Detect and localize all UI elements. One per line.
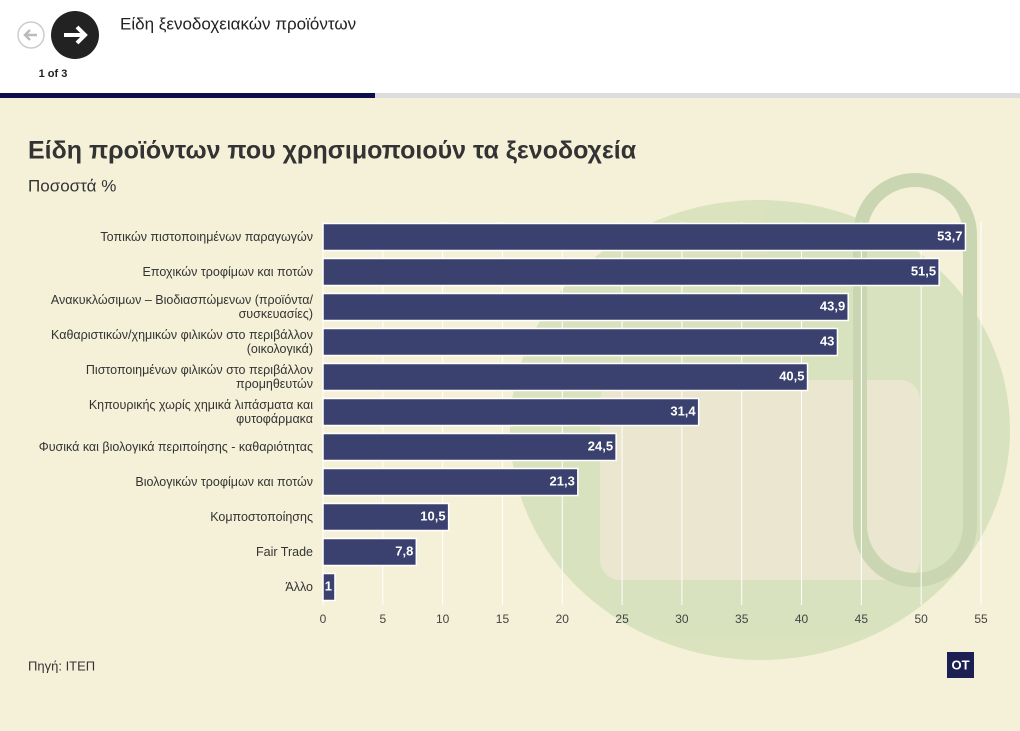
prev-button[interactable]	[17, 21, 45, 49]
value-label: 1	[325, 578, 332, 593]
bar	[322, 292, 849, 322]
bar	[322, 222, 967, 252]
x-tick-label: 30	[675, 612, 689, 626]
category-label: Κομποστοποίησης	[210, 510, 313, 524]
bar	[322, 537, 418, 567]
chart-title: Είδη προϊόντων που χρησιμοποιούν τα ξενο…	[28, 137, 637, 165]
category-label: Κηπουρικής χωρίς χημικά λιπάσματα και φυ…	[88, 398, 313, 426]
x-tick-label: 20	[556, 612, 570, 626]
category-label: Φυσικά και βιολογικά περιποίησης - καθαρ…	[38, 440, 313, 454]
value-label: 40,5	[779, 368, 804, 383]
value-label: 43,9	[820, 298, 845, 313]
bar	[322, 502, 450, 532]
logo-box	[947, 652, 974, 678]
category-label: Άλλο	[285, 580, 313, 594]
x-tick-label: 45	[855, 612, 869, 626]
category-label: Καθαριστικών/χημικών φιλικών στο περιβάλ…	[51, 328, 313, 356]
value-label: 51,5	[911, 263, 936, 278]
value-label: 43	[820, 333, 834, 348]
x-tick-label: 10	[436, 612, 450, 626]
source: Πηγή: ΙΤΕΠ	[28, 658, 95, 673]
bar	[322, 467, 579, 497]
x-tick-label: 55	[974, 612, 988, 626]
x-tick-label: 5	[379, 612, 386, 626]
x-tick-label: 40	[795, 612, 809, 626]
bar	[322, 327, 839, 357]
x-tick-label: 0	[320, 612, 327, 626]
value-label: 7,8	[395, 543, 413, 558]
value-label: 10,5	[420, 508, 445, 523]
logo: OT	[951, 657, 969, 672]
category-label: Τοπικών πιστοποιημένων παραγωγών	[100, 230, 313, 244]
category-label: Ανακυκλώσιμων – Βιοδιασπώμενων (προϊόντα…	[50, 293, 313, 321]
bar	[322, 257, 940, 287]
category-label: Πιστοποιημένων φιλικών στο περιβάλλον πρ…	[85, 363, 313, 391]
value-label: 31,4	[670, 403, 696, 418]
category-label: Βιολογικών τροφίμων και ποτών	[135, 475, 313, 489]
bar	[322, 572, 336, 602]
bar	[322, 432, 617, 462]
value-label: 24,5	[588, 438, 613, 453]
next-button[interactable]	[51, 11, 99, 59]
value-label: 21,3	[550, 473, 575, 488]
category-label: Εποχικών τροφίμων και ποτών	[142, 265, 313, 279]
bar	[322, 397, 700, 427]
x-tick-label: 25	[615, 612, 629, 626]
bar	[322, 362, 809, 392]
chart-subtitle: Ποσοστά %	[28, 176, 116, 195]
x-tick-label: 50	[915, 612, 929, 626]
x-tick-label: 15	[496, 612, 510, 626]
x-tick-label: 35	[735, 612, 749, 626]
category-label: Fair Trade	[256, 545, 313, 559]
page-title: Είδη ξενοδοχειακών προϊόντων	[120, 14, 356, 33]
value-label: 53,7	[937, 228, 962, 243]
pager: 1 of 3	[39, 68, 68, 80]
